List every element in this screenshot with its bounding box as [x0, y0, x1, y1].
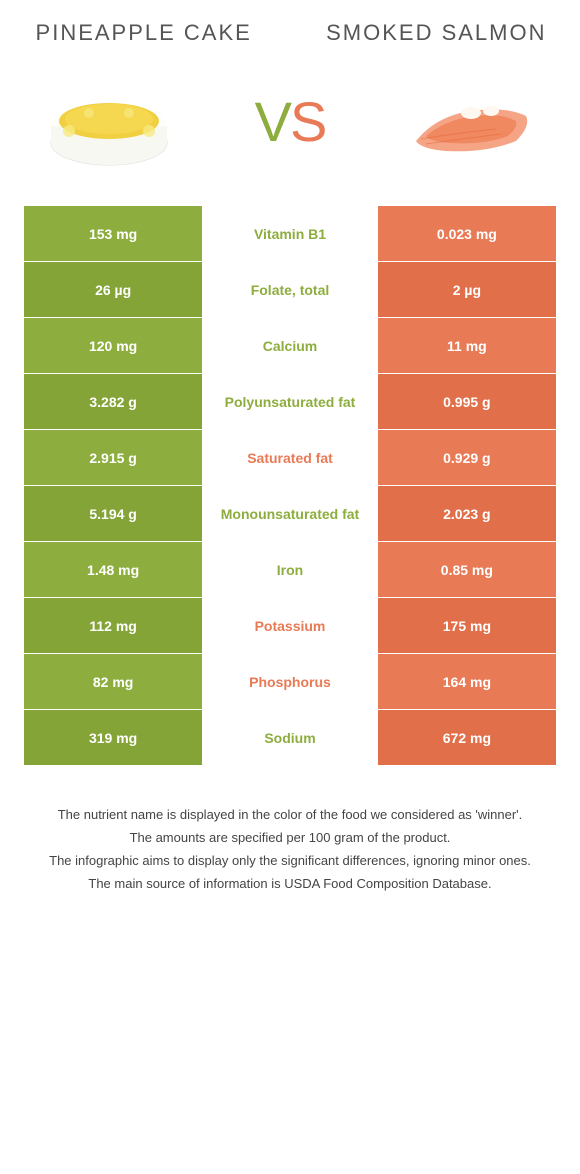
table-row: 5.194 gMonounsaturated fat2.023 g — [24, 486, 556, 541]
right-value: 0.929 g — [378, 430, 556, 485]
nutrient-label: Phosphorus — [202, 654, 378, 709]
vs-row: VS — [24, 66, 556, 176]
header: PINEAPPLE CAKE SMOKED SALMON — [24, 20, 556, 46]
salmon-icon — [396, 71, 546, 171]
left-food-title: PINEAPPLE CAKE — [24, 20, 263, 46]
table-row: 1.48 mgIron0.85 mg — [24, 542, 556, 597]
vs-label: VS — [255, 89, 326, 154]
footer-line-4: The main source of information is USDA F… — [34, 874, 546, 895]
comparison-table: 153 mgVitamin B10.023 mg26 µgFolate, tot… — [24, 206, 556, 765]
left-value: 319 mg — [24, 710, 202, 765]
nutrient-label: Iron — [202, 542, 378, 597]
right-value: 175 mg — [378, 598, 556, 653]
table-row: 112 mgPotassium175 mg — [24, 598, 556, 653]
cake-icon — [39, 71, 179, 171]
footer-line-2: The amounts are specified per 100 gram o… — [34, 828, 546, 849]
left-value: 112 mg — [24, 598, 202, 653]
infographic-container: PINEAPPLE CAKE SMOKED SALMON VS — [0, 0, 580, 917]
right-food-title: SMOKED SALMON — [317, 20, 556, 46]
nutrient-label: Saturated fat — [202, 430, 378, 485]
left-value: 120 mg — [24, 318, 202, 373]
footer-line-3: The infographic aims to display only the… — [34, 851, 546, 872]
vs-v: V — [255, 90, 290, 153]
right-value: 672 mg — [378, 710, 556, 765]
table-row: 319 mgSodium672 mg — [24, 710, 556, 765]
smoked-salmon-image — [396, 66, 546, 176]
nutrient-label: Calcium — [202, 318, 378, 373]
right-value: 0.85 mg — [378, 542, 556, 597]
table-row: 153 mgVitamin B10.023 mg — [24, 206, 556, 261]
table-row: 82 mgPhosphorus164 mg — [24, 654, 556, 709]
right-value: 164 mg — [378, 654, 556, 709]
pineapple-cake-image — [34, 66, 184, 176]
footer-notes: The nutrient name is displayed in the co… — [24, 805, 556, 894]
table-row: 26 µgFolate, total2 µg — [24, 262, 556, 317]
table-row: 2.915 gSaturated fat0.929 g — [24, 430, 556, 485]
nutrient-label: Folate, total — [202, 262, 378, 317]
table-row: 120 mgCalcium11 mg — [24, 318, 556, 373]
left-value: 153 mg — [24, 206, 202, 261]
table-row: 3.282 gPolyunsaturated fat0.995 g — [24, 374, 556, 429]
right-value: 2 µg — [378, 262, 556, 317]
nutrient-label: Sodium — [202, 710, 378, 765]
right-value: 0.995 g — [378, 374, 556, 429]
nutrient-label: Potassium — [202, 598, 378, 653]
left-value: 5.194 g — [24, 486, 202, 541]
footer-line-1: The nutrient name is displayed in the co… — [34, 805, 546, 826]
nutrient-label: Monounsaturated fat — [202, 486, 378, 541]
right-value: 2.023 g — [378, 486, 556, 541]
left-value: 26 µg — [24, 262, 202, 317]
nutrient-label: Polyunsaturated fat — [202, 374, 378, 429]
left-value: 82 mg — [24, 654, 202, 709]
vs-s: S — [290, 90, 325, 153]
right-value: 11 mg — [378, 318, 556, 373]
nutrient-label: Vitamin B1 — [202, 206, 378, 261]
right-value: 0.023 mg — [378, 206, 556, 261]
left-value: 2.915 g — [24, 430, 202, 485]
left-value: 1.48 mg — [24, 542, 202, 597]
left-value: 3.282 g — [24, 374, 202, 429]
